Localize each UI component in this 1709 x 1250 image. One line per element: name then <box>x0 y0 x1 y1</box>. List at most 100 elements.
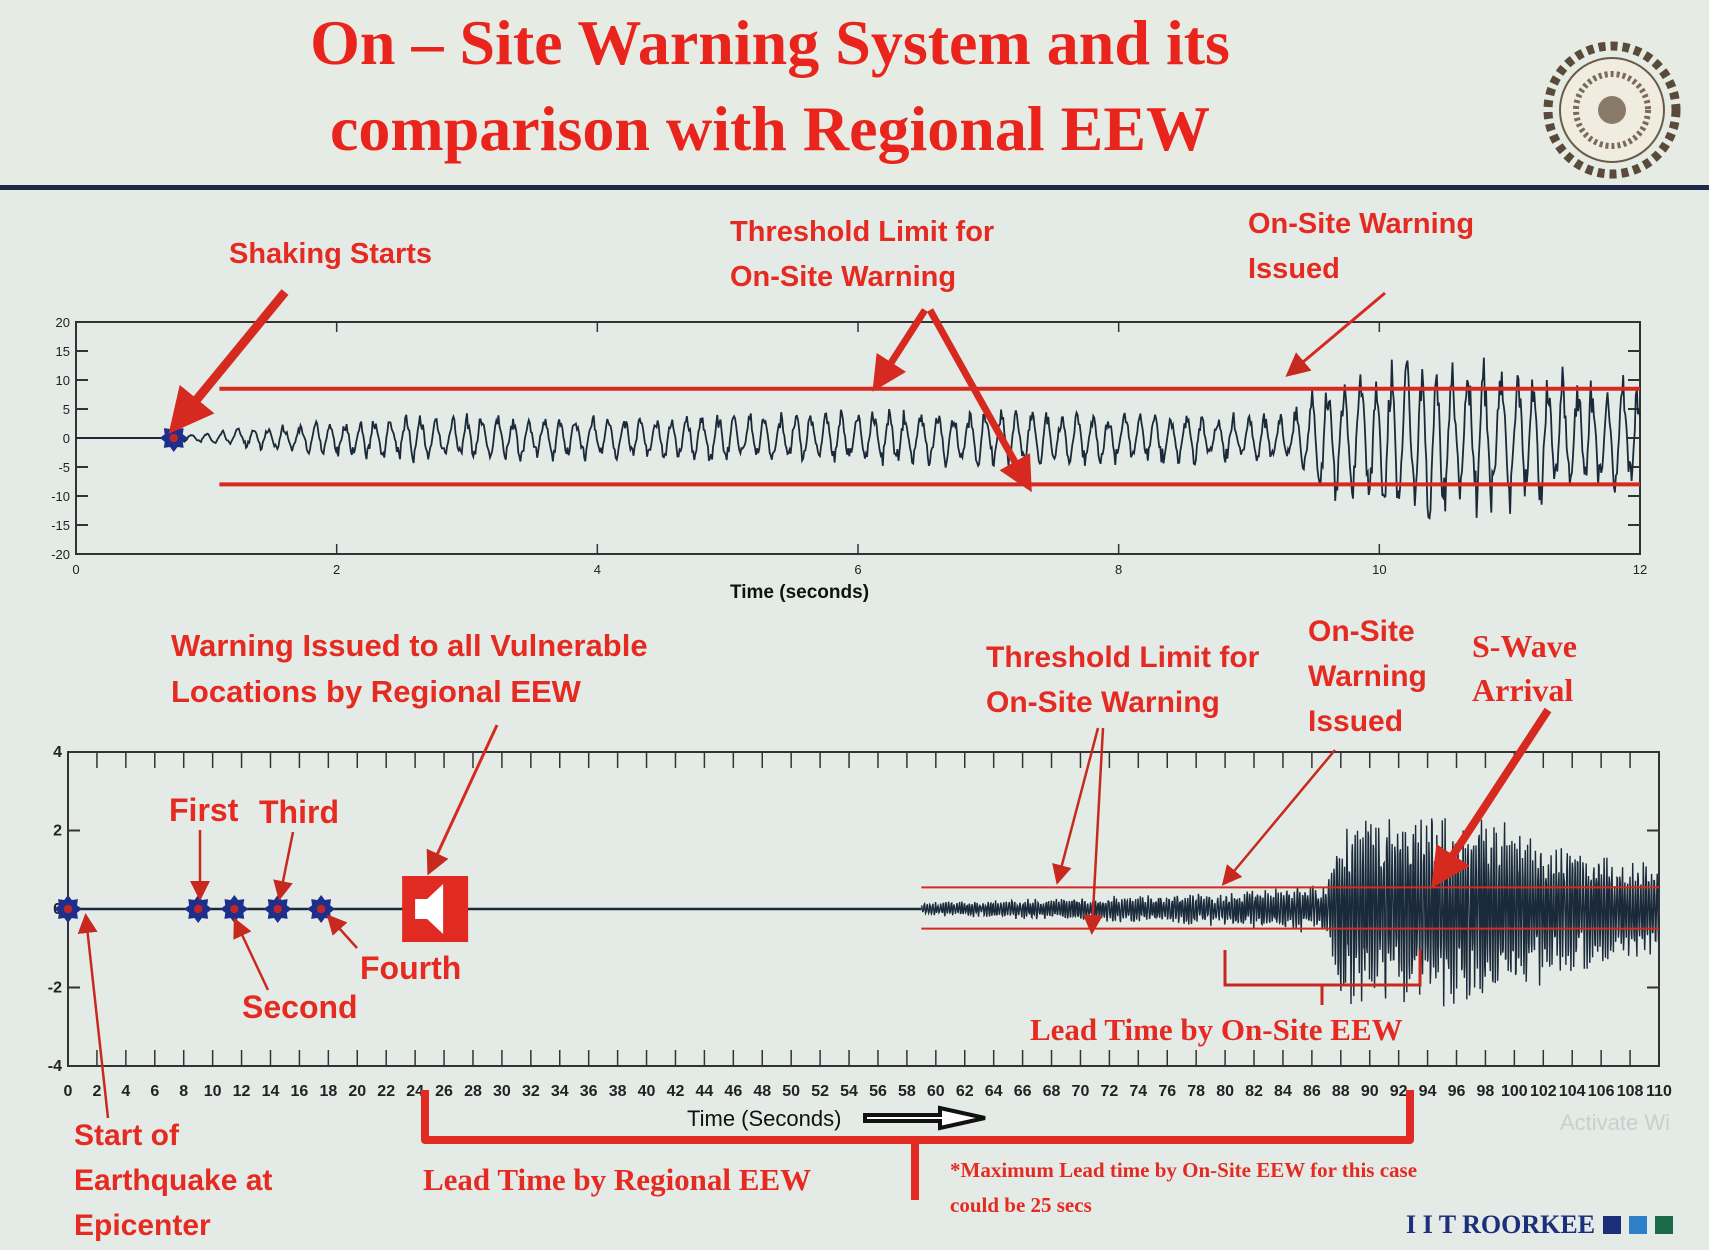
x-tick-label: 20 <box>348 1083 366 1100</box>
x-tick-label: 12 <box>1633 562 1647 577</box>
x-tick-label: 94 <box>1419 1083 1437 1100</box>
x-tick-label: 8 <box>179 1083 188 1100</box>
y-tick-label: -20 <box>51 547 70 562</box>
third-station-label: Third <box>259 794 339 830</box>
x-tick-label: 84 <box>1274 1083 1292 1100</box>
y-tick-label: 0 <box>63 431 70 446</box>
header-divider <box>0 185 1709 190</box>
x-tick-label: 52 <box>811 1083 829 1100</box>
x-tick-label: 2 <box>92 1083 101 1100</box>
x-tick-label: 60 <box>927 1083 945 1100</box>
speaker-icon-glyph <box>415 884 444 934</box>
x-tick-label: 86 <box>1303 1083 1321 1100</box>
swave-label-line1: S-Wave <box>1472 628 1577 664</box>
top-onsite-label-line2: Issued <box>1248 253 1340 285</box>
x-tick-label: 76 <box>1158 1083 1176 1100</box>
brand-name: I I T ROORKEE <box>1406 1210 1596 1239</box>
x-tick-label: 26 <box>435 1083 453 1100</box>
plot-frame <box>75 321 1641 555</box>
bottom-threshold-arrow-upper <box>1052 727 1100 885</box>
bottom-onsite-label-line1: On-Site <box>1308 615 1415 648</box>
start-arrow <box>77 913 110 1119</box>
x-tick-label: 34 <box>551 1083 569 1100</box>
seismic-trace <box>173 357 1641 520</box>
regional-warning-arrow <box>426 724 499 876</box>
x-tick-label: 56 <box>869 1083 887 1100</box>
x-tick-label: 6 <box>854 562 861 577</box>
shaking-start-marker-center <box>169 433 178 443</box>
x-tick-label: 10 <box>204 1083 222 1100</box>
start-label-line3: Epicenter <box>74 1209 211 1242</box>
y-tick-label: -5 <box>58 460 70 475</box>
onsite-lead-time-label: Lead Time by On-Site EEW <box>1030 1012 1403 1047</box>
x-tick-label: 64 <box>985 1083 1003 1100</box>
x-tick-label: 108 <box>1617 1083 1644 1100</box>
x-tick-label: 42 <box>667 1083 685 1100</box>
shaking-starts-arrow <box>168 289 289 434</box>
x-tick-label: 50 <box>782 1083 800 1100</box>
x-tick-label: 88 <box>1332 1083 1350 1100</box>
onsite-lead-bracket <box>1223 950 1422 1005</box>
station-marker-center <box>273 904 282 914</box>
y-tick-label: -15 <box>51 518 70 533</box>
swave-arrow <box>1431 707 1552 889</box>
x-tick-label: 32 <box>522 1083 540 1100</box>
threshold-upper-arrow <box>872 308 928 392</box>
x-tick-label: 46 <box>724 1083 742 1100</box>
top-threshold-label-line2: On-Site Warning <box>730 261 957 293</box>
x-tick-label: 18 <box>319 1083 337 1100</box>
x-tick-label: 14 <box>262 1083 280 1100</box>
top-x-axis-label: Time (seconds) <box>730 582 870 603</box>
x-tick-label: 24 <box>406 1083 424 1100</box>
x-tick-label: 62 <box>956 1083 974 1100</box>
x-tick-label: 100 <box>1501 1083 1528 1100</box>
x-tick-label: 36 <box>580 1083 598 1100</box>
x-tick-label: 30 <box>493 1083 511 1100</box>
x-tick-label: 70 <box>1072 1083 1090 1100</box>
x-tick-label: 54 <box>840 1083 858 1100</box>
x-tick-label: 98 <box>1477 1083 1495 1100</box>
bottom-onsite-label-line3: Issued <box>1308 705 1404 738</box>
x-tick-label: 6 <box>150 1083 159 1100</box>
bottom-x-axis-label: Time (Seconds) <box>687 1106 842 1131</box>
x-tick-label: 48 <box>753 1083 771 1100</box>
x-tick-label: 44 <box>696 1083 714 1100</box>
regional-warning-label-line1: Warning Issued to all Vulnerable <box>171 628 648 663</box>
third-station-arrow <box>273 831 295 901</box>
brand-square-icon <box>1603 1216 1622 1234</box>
brand-square-icon <box>1629 1216 1648 1234</box>
x-tick-label: 0 <box>64 1083 73 1100</box>
brand-footer: I I T ROORKEE <box>1406 1210 1674 1240</box>
x-tick-label: 102 <box>1530 1083 1557 1100</box>
y-tick-label: 2 <box>53 823 62 840</box>
note-line2: could be 25 secs <box>950 1193 1092 1217</box>
regional-warning-label-line2: Locations by Regional EEW <box>171 674 581 709</box>
x-tick-label: 28 <box>464 1083 482 1100</box>
y-tick-label: -10 <box>51 489 70 504</box>
slide-title-line2: comparison with Regional EEW <box>329 93 1211 164</box>
swave-label-line2: Arrival <box>1472 672 1574 708</box>
fourth-station-arrow <box>326 914 358 949</box>
x-tick-label: 40 <box>638 1083 656 1100</box>
activate-windows-watermark: Activate Wi <box>1560 1110 1671 1135</box>
x-tick-label: 16 <box>291 1083 309 1100</box>
first-station-label: First <box>169 792 239 828</box>
x-tick-label: 22 <box>377 1083 395 1100</box>
top-onsite-label-line1: On-Site Warning <box>1248 208 1475 240</box>
bottom-seismogram-chart: 420-2-4024681012141618202224262830323436… <box>48 744 1672 1100</box>
brand-square-icon <box>1655 1216 1674 1234</box>
y-tick-label: 10 <box>56 373 70 388</box>
x-tick-label: 92 <box>1390 1083 1408 1100</box>
x-tick-label: 106 <box>1588 1083 1615 1100</box>
x-tick-label: 2 <box>333 562 340 577</box>
bottom-threshold-label-line1: Threshold Limit for <box>986 641 1260 674</box>
x-tick-label: 96 <box>1448 1083 1466 1100</box>
second-station-arrow <box>233 917 270 991</box>
x-tick-label: 58 <box>898 1083 916 1100</box>
x-tick-label: 8 <box>1115 562 1122 577</box>
slide-title-line1: On – Site Warning System and its <box>310 7 1230 78</box>
regional-lead-time-label: Lead Time by Regional EEW <box>423 1162 812 1197</box>
annotation-arrows <box>77 289 1552 1200</box>
